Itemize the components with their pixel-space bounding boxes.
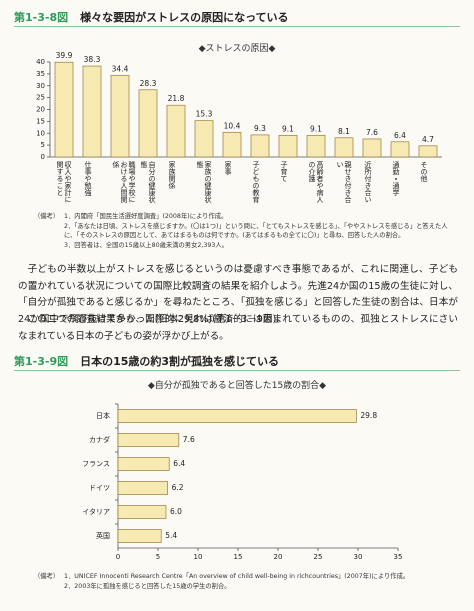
note: 2．2003年に孤独を感じると回答した15歳の学生の割合。 <box>64 583 231 590</box>
value-label: 10.4 <box>224 121 241 130</box>
value-label: 39.9 <box>56 51 73 60</box>
value-label: 5.4 <box>165 531 177 540</box>
bar <box>362 138 382 158</box>
bar <box>278 135 298 158</box>
notes-label: （備考） <box>34 213 60 220</box>
y-tick-label: 日本 <box>96 411 110 420</box>
y-tick-label: ドイツ <box>89 484 110 492</box>
note: 1．内閣府「国民生活選好度調査」(2008年)により作成。 <box>64 213 228 220</box>
figure-header: 第1-3-8図 様々な要因がストレスの原因になっている <box>14 8 460 27</box>
value-label: 7.6 <box>183 435 195 444</box>
y-tick-label: イタリア <box>82 507 110 516</box>
bar <box>390 141 410 158</box>
x-tick-label: 自分の健康状態 <box>140 161 156 203</box>
x-tick-label: 30 <box>354 553 363 561</box>
value-label: 34.4 <box>112 64 129 73</box>
y-tick-label: カナダ <box>89 435 110 444</box>
y-tick-label: フランス <box>82 460 110 468</box>
x-tick-label: 35 <box>394 553 403 561</box>
chart-title: ◆自分が孤独であると回答した15歳の割合◆ <box>147 381 327 391</box>
notes: （備考） 1．内閣府「国民生活選好度調査」(2008年)により作成。 2．「あな… <box>34 212 454 251</box>
y-tick-label: 20 <box>36 106 45 114</box>
bar <box>117 409 357 423</box>
y-tick-label: 40 <box>36 58 45 66</box>
bar <box>418 145 438 158</box>
x-tick-label: その他 <box>420 161 428 182</box>
x-tick-label: 25 <box>314 553 323 561</box>
x-tick-label: 15 <box>234 553 243 561</box>
bar <box>194 120 214 158</box>
note: 3．回答者は、全国の15歳以上80歳未満の男女2,393人。 <box>64 242 228 249</box>
value-label: 15.3 <box>196 110 213 119</box>
bar <box>306 135 326 158</box>
x-tick-label: 近所付き合い <box>364 161 372 203</box>
bar <box>166 104 186 158</box>
bar <box>117 505 167 519</box>
x-tick-label: 子育て <box>280 161 288 182</box>
notes-label: （備考） <box>34 573 60 580</box>
value-label: 9.1 <box>282 124 294 133</box>
value-label: 6.4 <box>394 131 406 140</box>
value-label: 6.2 <box>172 483 184 492</box>
bar <box>250 134 270 158</box>
bar <box>138 89 158 158</box>
note: 1．UNICEF Innocenti Research Centre「An ov… <box>64 573 410 580</box>
value-label: 28.3 <box>140 79 157 88</box>
bar <box>334 137 354 158</box>
chart-title: ◆ストレスの原因◆ <box>198 44 276 54</box>
bar <box>110 74 130 158</box>
figure-header: 第1-3-9図 日本の15歳の約3割が孤独を感じている <box>14 352 460 371</box>
y-tick-label: 35 <box>36 70 45 78</box>
value-label: 4.7 <box>422 135 434 144</box>
bar <box>54 61 74 158</box>
x-tick-label: 家事 <box>224 161 232 175</box>
x-tick-label: 高齢者や病人の介護 <box>308 161 324 203</box>
value-label: 29.8 <box>360 411 377 420</box>
value-label: 6.4 <box>173 459 185 468</box>
y-tick-label: 0 <box>41 153 45 161</box>
x-tick-label: 仕事や勉強 <box>84 161 92 196</box>
value-label: 9.3 <box>254 124 266 133</box>
figure-title: 様々な要因がストレスの原因になっている <box>80 11 289 24</box>
figure-number: 第1-3-8図 <box>14 11 69 24</box>
bar <box>117 481 168 495</box>
value-label: 8.1 <box>338 127 350 136</box>
x-tick-label: 0 <box>116 553 120 561</box>
value-label: 7.6 <box>366 128 378 137</box>
x-tick-label: 子どもの教育 <box>252 161 260 203</box>
y-tick-label: 5 <box>41 141 45 149</box>
x-tick-label: 収入や家計に関すること <box>56 161 72 203</box>
x-tick-label: 親せき付き合い <box>336 161 352 203</box>
x-tick-label: 職場や学校における人間関係 <box>112 161 136 203</box>
note: 2．「あなたは日頃、ストレスを感じますか。(〇は1つ)」という問に、「とてもスト… <box>64 223 448 239</box>
y-tick-label: 15 <box>36 117 45 125</box>
bar <box>117 529 162 543</box>
x-tick-label: 通勤・通学 <box>392 161 400 196</box>
bar <box>82 65 102 158</box>
x-tick-label: 20 <box>274 553 283 561</box>
x-tick-label: 10 <box>194 553 203 561</box>
y-tick-label: 25 <box>36 94 45 102</box>
x-tick-label: 家族の健康状態 <box>196 161 212 203</box>
bar <box>117 433 180 447</box>
x-tick-label: 家族関係 <box>168 161 176 189</box>
y-tick-label: 英国 <box>96 531 110 540</box>
y-tick-label: 10 <box>36 129 45 137</box>
paragraph: 子どもの半数以上がストレスを感じるというのは憂慮すべき事態であるが、これに関連し… <box>18 264 458 325</box>
value-label: 38.3 <box>84 55 101 64</box>
value-label: 21.8 <box>168 94 185 103</box>
paragraph: この二つの調査結果から、国際的に見れば経済的には恵まれているものの、孤独とストレ… <box>18 314 458 342</box>
value-label: 9.1 <box>310 124 322 133</box>
notes: （備考） 1．UNICEF Innocenti Research Centre「… <box>34 572 454 592</box>
figure-title: 日本の15歳の約3割が孤独を感じている <box>80 355 280 368</box>
bar <box>222 131 242 158</box>
bar <box>117 457 170 471</box>
value-label: 6.0 <box>170 507 182 516</box>
figure-number: 第1-3-9図 <box>14 355 69 368</box>
y-tick-label: 30 <box>36 82 45 90</box>
x-tick-label: 5 <box>156 553 160 561</box>
